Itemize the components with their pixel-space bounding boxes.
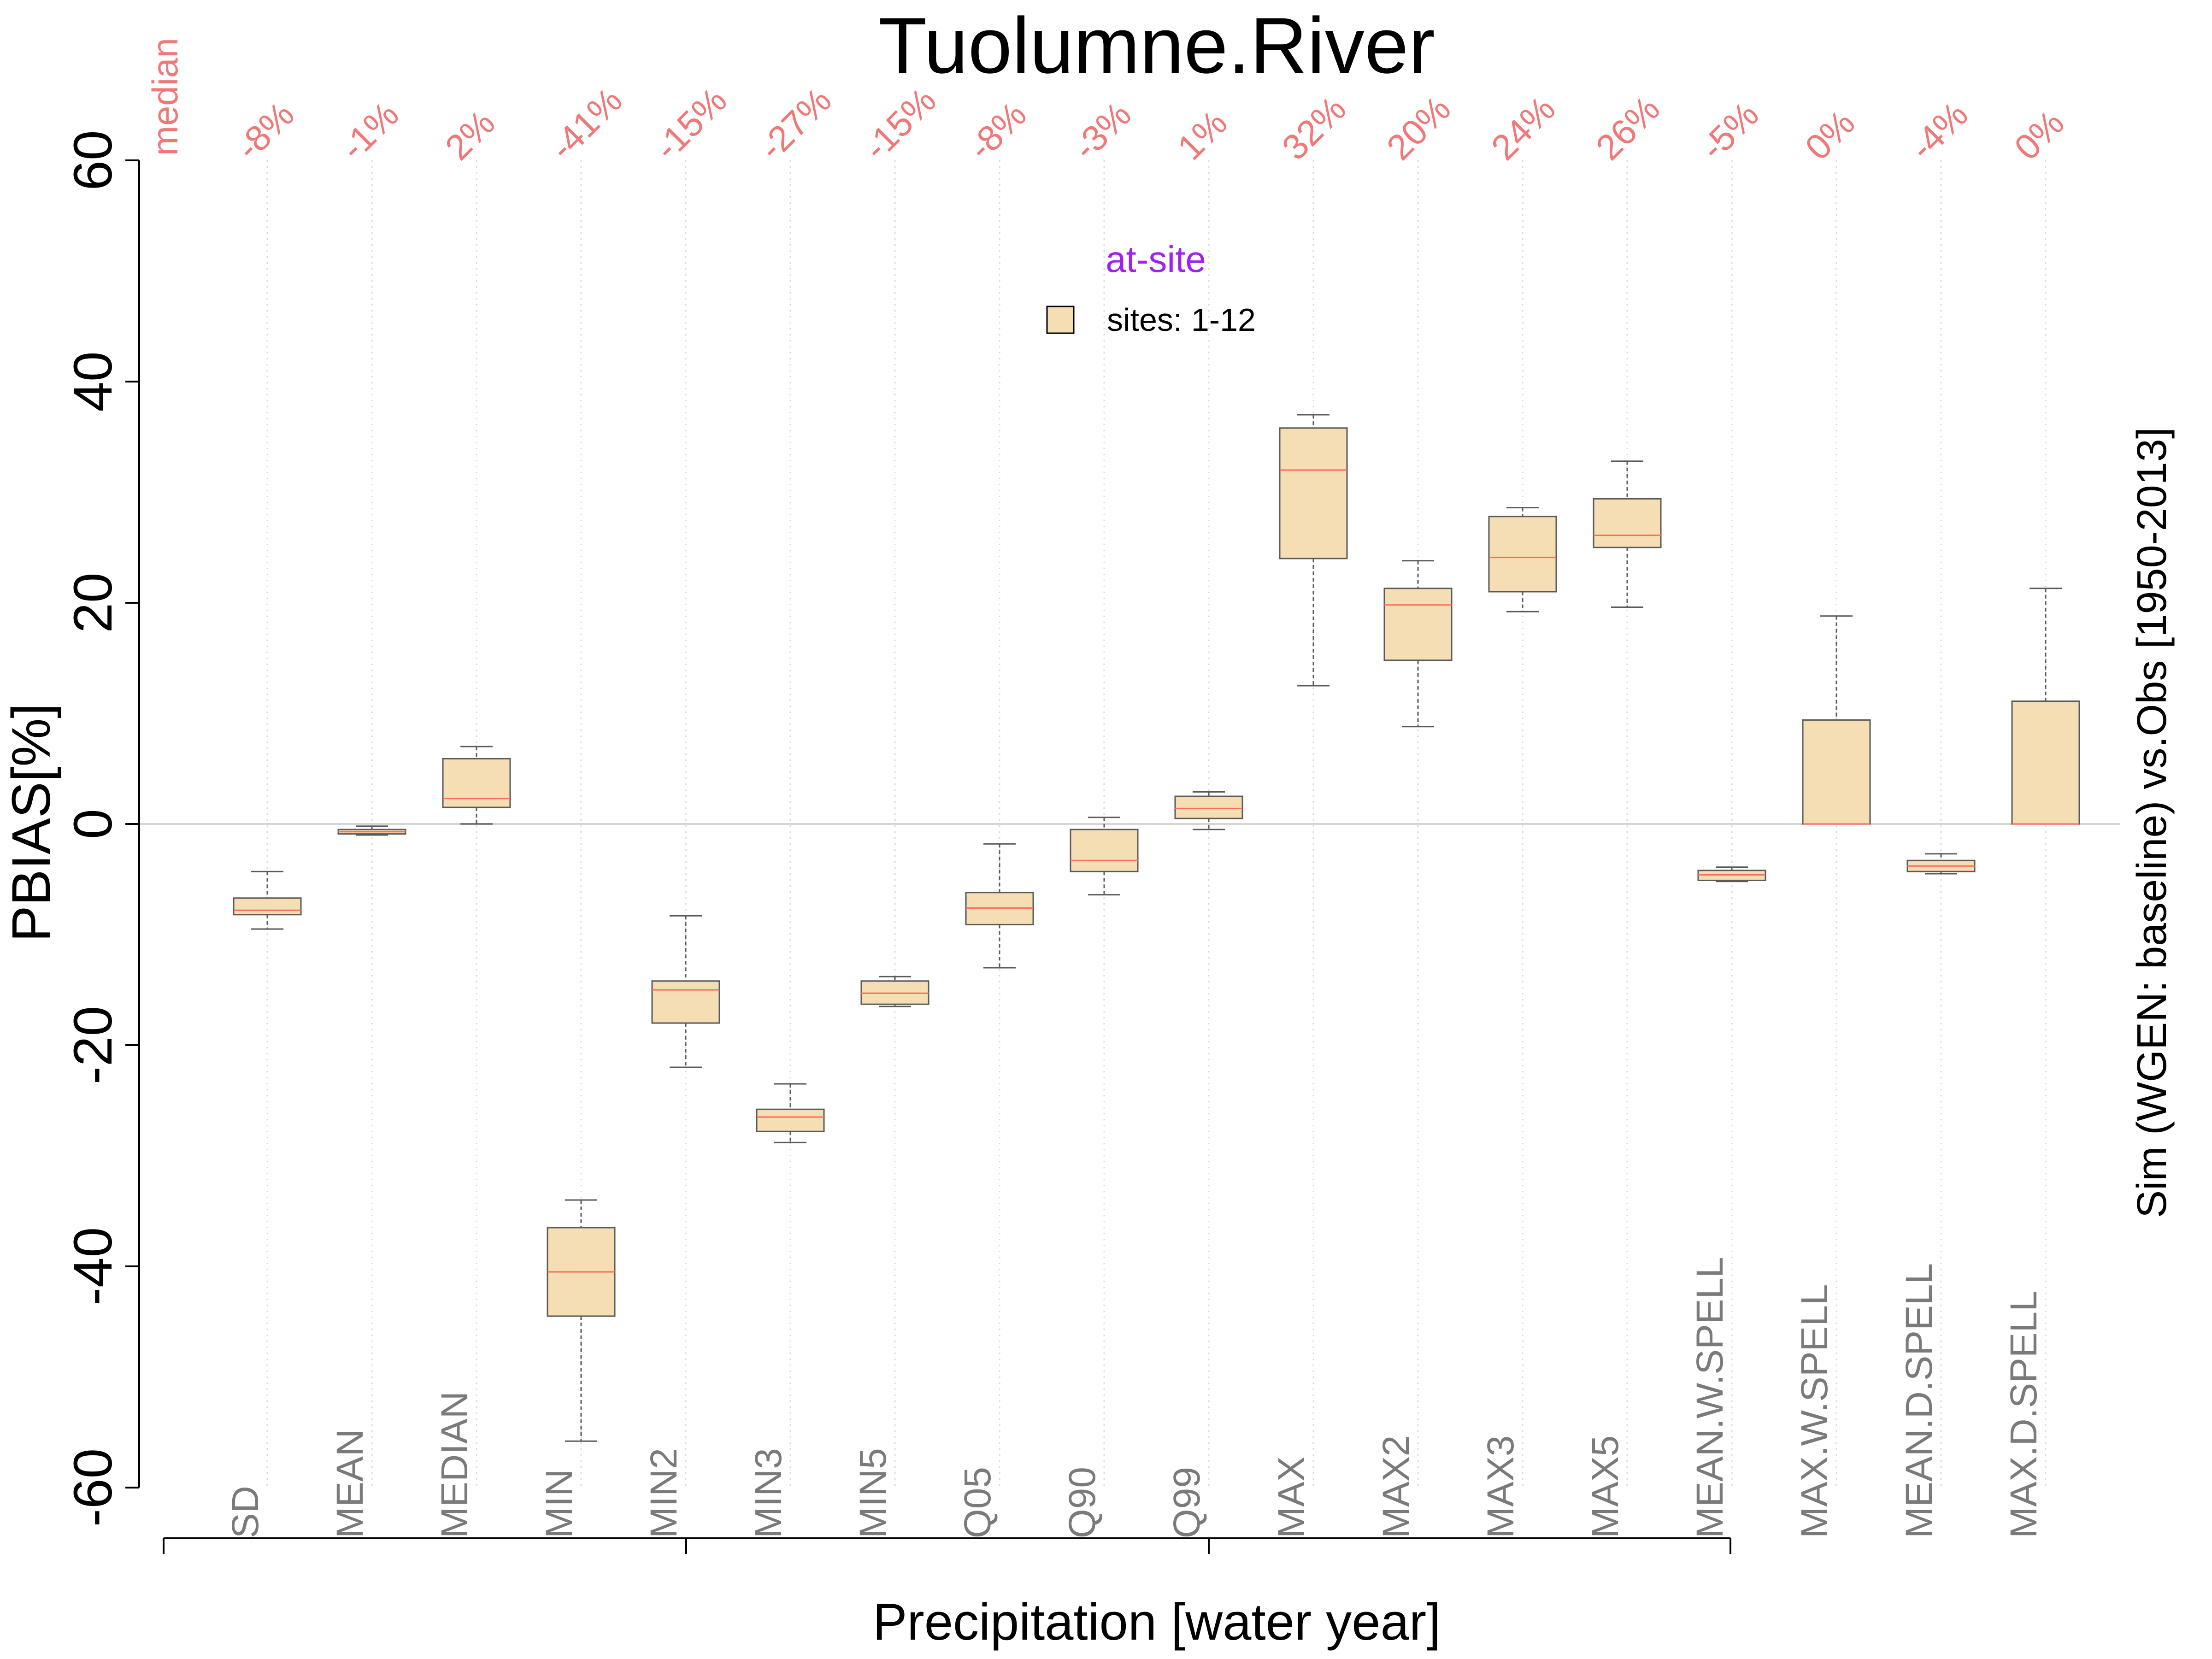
box-min5 [860, 976, 930, 1007]
category-label: MAX2 [1375, 1435, 1417, 1538]
box-min2 [651, 915, 720, 1068]
iqr-box [1070, 829, 1139, 872]
box-max [1279, 414, 1348, 687]
y-tick-label: 60 [63, 130, 124, 190]
right-side-label: Sim (WGEN: baseline) vs.Obs [1950-2013] [2129, 427, 2175, 1218]
y-tick-label: -40 [63, 1227, 124, 1306]
category-label: SD [224, 1486, 266, 1538]
iqr-box [2011, 700, 2080, 825]
iqr-box [1174, 795, 1243, 819]
legend-title: at-site [1106, 239, 1206, 280]
iqr-box [233, 897, 302, 916]
category-label: MAX.W.SPELL [1794, 1284, 1835, 1538]
legend-entry-label: sites: 1-12 [1107, 302, 1256, 338]
category-label: Q99 [1166, 1467, 1208, 1538]
box-sd [233, 871, 302, 930]
iqr-box [651, 980, 720, 1024]
category-label: MEDIAN [434, 1391, 476, 1538]
iqr-box [756, 1108, 825, 1132]
y-tick-label: 40 [63, 351, 124, 412]
median-row-label: median [145, 38, 185, 156]
category-label: Q90 [1061, 1467, 1103, 1538]
x-axis-label: Precipitation [water year] [873, 1593, 1441, 1651]
axis-layer: -60 -40 -20 0 20 40 60 [63, 130, 1731, 1554]
iqr-box [1279, 427, 1348, 559]
box-q05 [965, 843, 1034, 969]
iqr-box [1593, 498, 1662, 548]
category-label: MAX3 [1480, 1435, 1522, 1538]
box-max5 [1593, 460, 1662, 608]
iqr-box [1488, 516, 1557, 593]
category-label: MEAN.W.SPELL [1689, 1257, 1731, 1538]
box-mean-d-spell [1906, 853, 1976, 875]
iqr-box [1802, 719, 1871, 825]
legend-swatch [1046, 306, 1075, 334]
y-tick-label: -60 [63, 1448, 124, 1527]
y-axis-label: PBIAS[%] [1, 703, 62, 942]
iqr-box [1383, 588, 1453, 661]
box-layer [233, 414, 2080, 1442]
category-label: MEAN.D.SPELL [1898, 1263, 1940, 1538]
chart-title: Tuolumne.River [878, 1, 1435, 90]
box-max-w-spell [1802, 615, 1871, 825]
category-label: MIN3 [747, 1448, 789, 1538]
iqr-box [442, 758, 511, 808]
category-label: MAX [1271, 1456, 1312, 1538]
box-min3 [756, 1083, 825, 1143]
box-min [547, 1199, 616, 1442]
box-mean-w-spell [1697, 866, 1766, 882]
category-label: MIN [538, 1469, 580, 1538]
box-q99 [1174, 791, 1243, 830]
box-median [442, 746, 511, 825]
box-q90 [1070, 817, 1139, 896]
category-label: MIN5 [852, 1448, 894, 1538]
y-tick-label: -20 [63, 1006, 124, 1085]
box-max2 [1383, 560, 1453, 728]
y-tick-label: 0 [63, 809, 124, 839]
category-label: MIN2 [643, 1448, 685, 1538]
category-label: MAX.D.SPELL [2003, 1290, 2045, 1538]
category-label: Q05 [957, 1467, 999, 1538]
y-tick-label: 20 [63, 572, 124, 633]
category-label: MEAN [329, 1429, 371, 1538]
category-label: MAX5 [1584, 1435, 1626, 1538]
box-max3 [1488, 507, 1557, 612]
box-mean [337, 825, 406, 836]
legend: at-site sites: 1-12 [1046, 239, 1256, 338]
box-max-d-spell [2011, 588, 2080, 825]
